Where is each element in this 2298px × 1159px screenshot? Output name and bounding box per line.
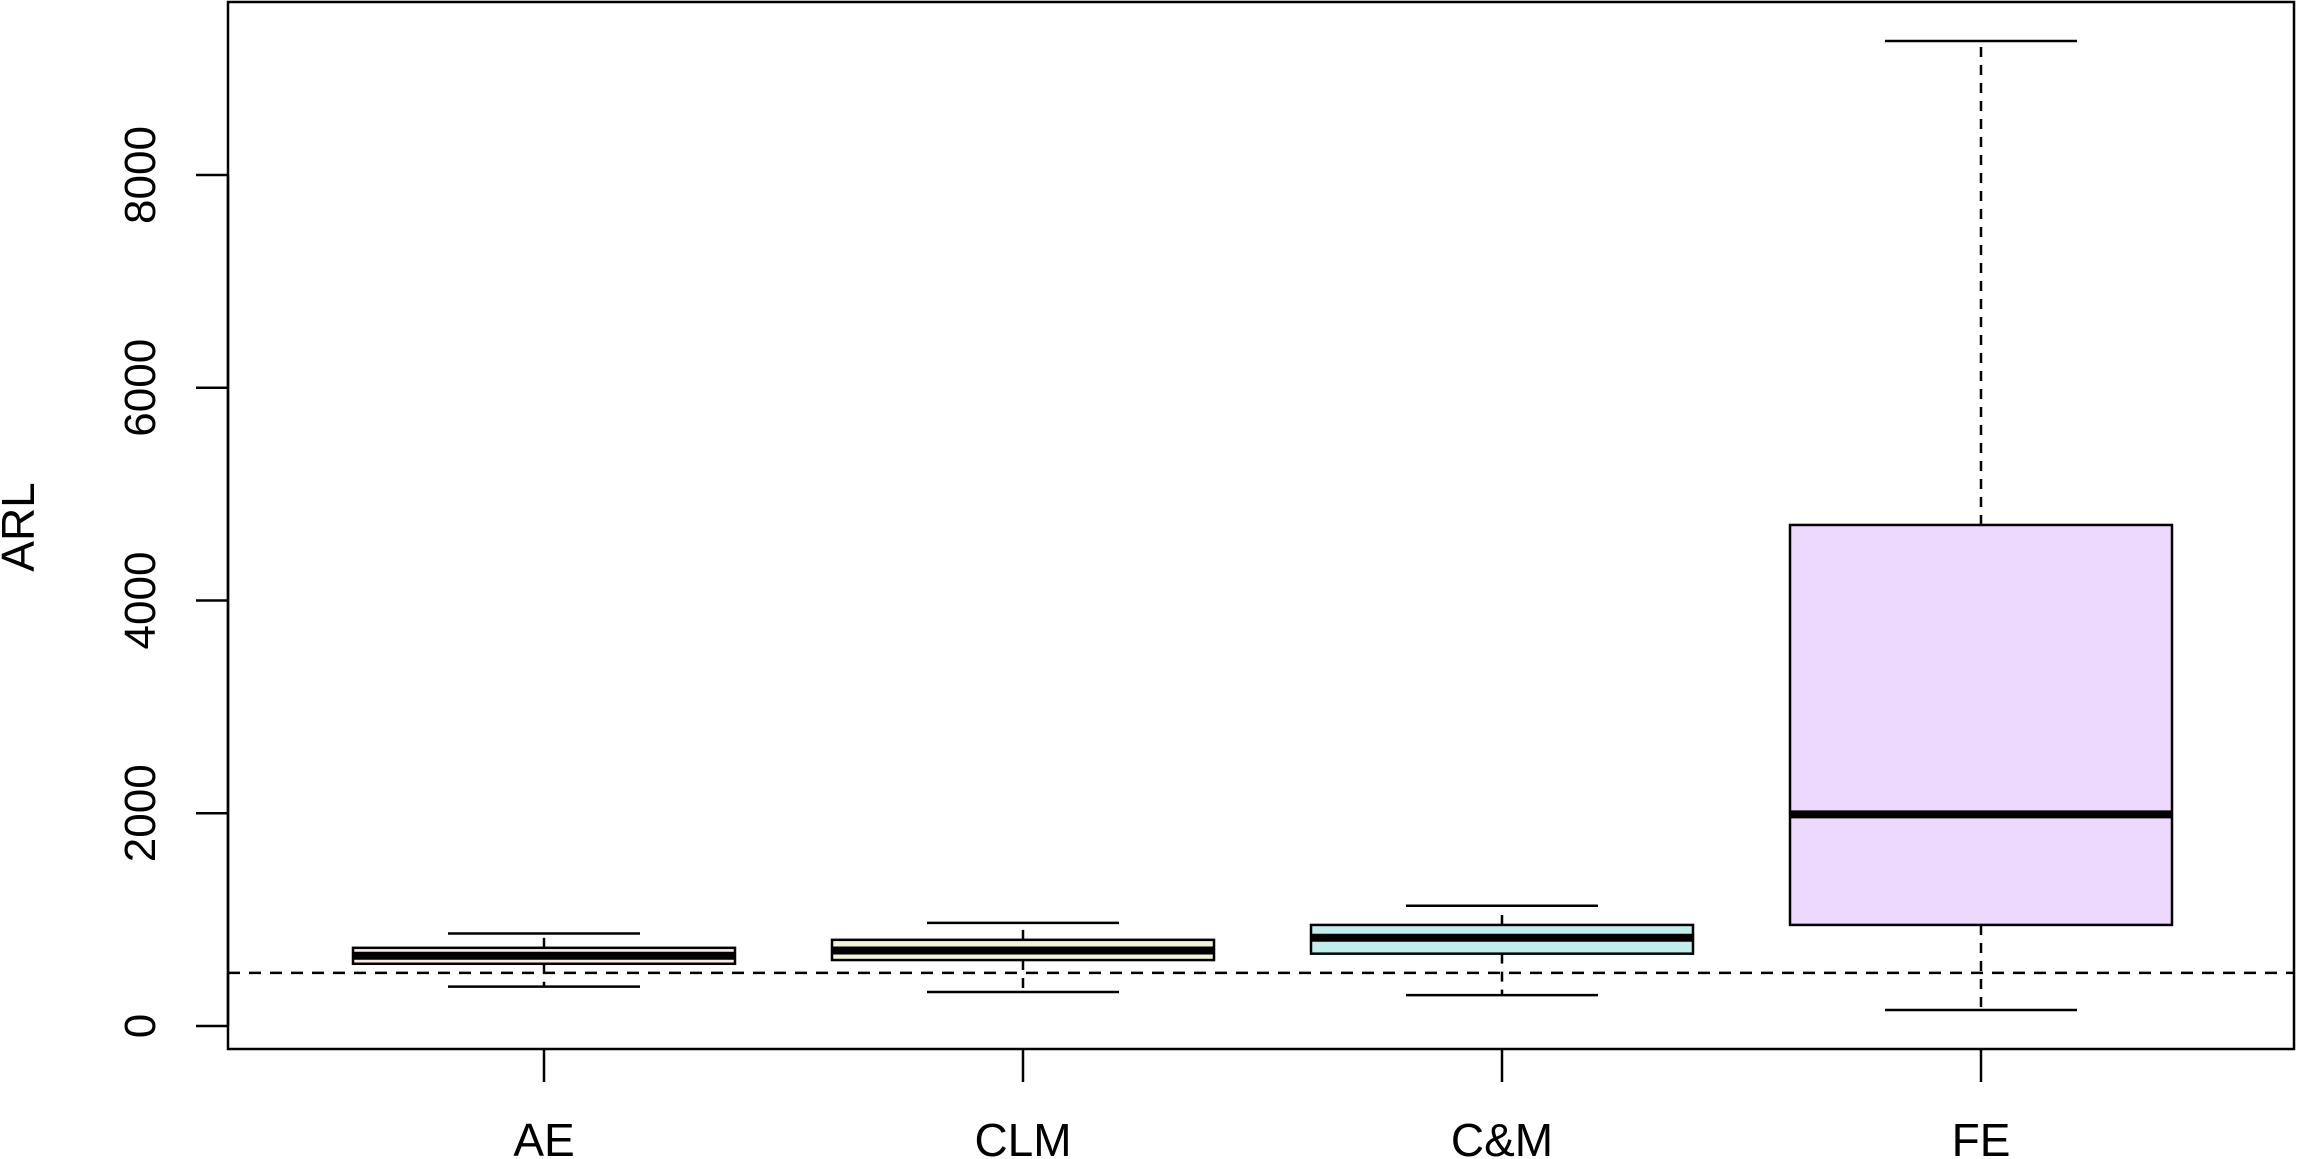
box-c-m (1309, 904, 1695, 997)
x-tick-label: CLM (974, 1114, 1071, 1159)
x-tick-label: AE (513, 1114, 574, 1159)
y-tick-label: 4000 (116, 552, 165, 650)
y-tick-label: 6000 (116, 339, 165, 437)
x-tick-label: C&M (1451, 1114, 1553, 1159)
box-ae (351, 932, 737, 988)
y-tick-label: 0 (116, 1014, 165, 1038)
plot-frame (226, 0, 2296, 1051)
y-axis: 0 2000 4000 6000 8000 (116, 126, 230, 1038)
box-clm (830, 921, 1216, 994)
x-axis: AE CLM C&M FE (513, 1049, 2010, 1159)
y-tick-label: 8000 (116, 126, 165, 224)
y-tick-label: 2000 (116, 764, 165, 862)
iqr-box (1788, 523, 2174, 927)
y-axis-label: ARL (0, 482, 44, 571)
x-tick-label: FE (1952, 1114, 2011, 1159)
box-series (351, 39, 2174, 1012)
box-fe (1788, 39, 2174, 1012)
